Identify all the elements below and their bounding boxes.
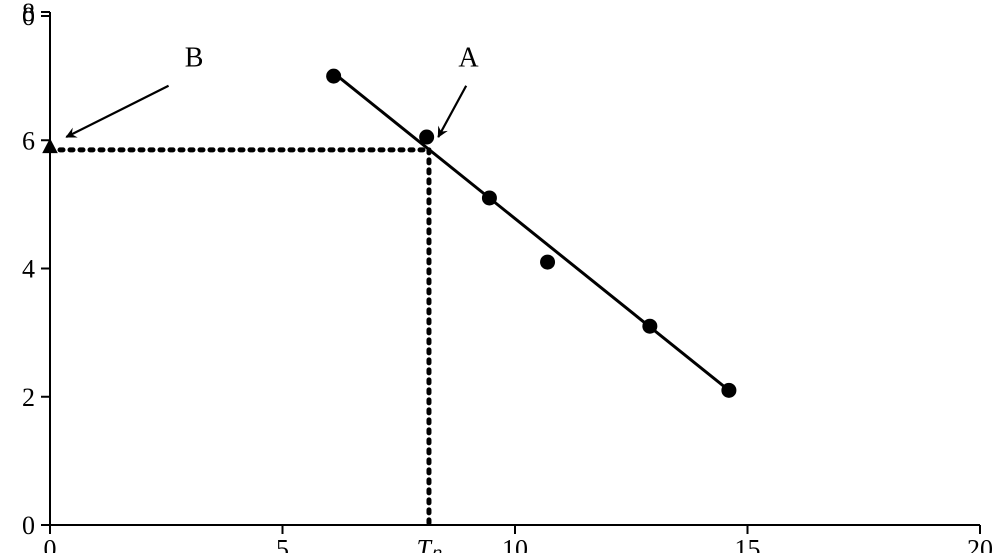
x-tick-label: 5 xyxy=(276,534,289,553)
data-point xyxy=(326,69,341,84)
x-tick-label: 15 xyxy=(735,534,761,553)
annotation-b-label: B xyxy=(185,43,204,74)
tn-label: Tₙ xyxy=(417,534,442,553)
data-point xyxy=(482,190,497,205)
annotation-a-label: A xyxy=(458,43,479,74)
y-tick-label: 6 xyxy=(22,126,35,155)
data-point xyxy=(721,383,736,398)
y-tick-label: 4 xyxy=(22,255,35,284)
line-scatter-chart: 05101520024680TₙAB xyxy=(0,0,1000,553)
data-point xyxy=(642,319,657,334)
data-point xyxy=(419,130,434,145)
x-tick-label: 10 xyxy=(502,534,528,553)
y-top-zero-label: 0 xyxy=(22,2,35,31)
y-tick-label: 0 xyxy=(22,511,35,540)
x-tick-label: 0 xyxy=(44,534,57,553)
y-tick-label: 2 xyxy=(22,383,35,412)
x-tick-label: 20 xyxy=(967,534,993,553)
data-point xyxy=(540,255,555,270)
chart-bg xyxy=(0,0,1000,553)
